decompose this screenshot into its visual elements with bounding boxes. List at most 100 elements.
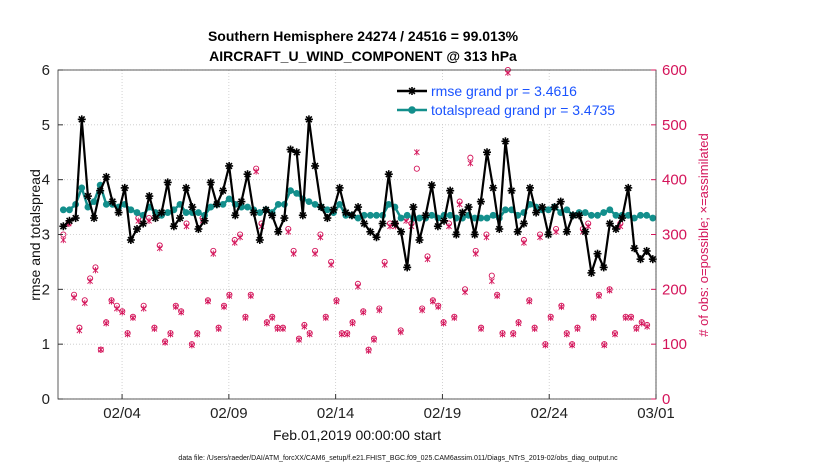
obs-assimilated-marker bbox=[644, 323, 651, 330]
obs-assimilated-marker bbox=[537, 234, 543, 241]
data-file-footnote: data file: /Users/raeder/DAI/ATM_forcXX/… bbox=[178, 455, 618, 462]
x-tick-label: 03/01 bbox=[637, 405, 675, 422]
obs-assimilated-marker bbox=[124, 331, 131, 338]
rmse-point bbox=[317, 203, 326, 212]
obs-assimilated-marker bbox=[242, 314, 249, 322]
rmse-point bbox=[397, 227, 406, 236]
obs-assimilated-marker bbox=[215, 325, 222, 333]
rmse-point bbox=[292, 148, 301, 157]
obs-assimilated-marker bbox=[76, 327, 83, 334]
totalspread-point bbox=[102, 200, 110, 208]
rmse-point bbox=[335, 183, 344, 192]
rmse-point bbox=[507, 186, 516, 195]
rmse-point bbox=[366, 227, 375, 236]
obs-assimilated-marker bbox=[108, 298, 115, 305]
totalspread-point bbox=[416, 214, 423, 222]
obs-assimilated-marker bbox=[628, 314, 634, 322]
rmse-point bbox=[525, 183, 534, 192]
rmse-point bbox=[188, 203, 197, 212]
totalspread-point bbox=[581, 209, 589, 216]
obs-assimilated-marker bbox=[162, 339, 169, 346]
obs-assimilated-marker bbox=[590, 314, 597, 322]
rmse-point bbox=[341, 208, 350, 217]
legend-rmse-star bbox=[408, 87, 416, 95]
totalspread-point bbox=[133, 209, 141, 216]
totalspread-point bbox=[630, 214, 638, 222]
rmse-point bbox=[114, 208, 123, 217]
rmse-point bbox=[268, 211, 277, 220]
y-left-tick-label: 3 bbox=[42, 227, 50, 244]
rmse-point bbox=[427, 181, 436, 190]
rmse-point bbox=[575, 211, 584, 220]
chart-title-line2: AIRCRAFT_U_WIND_COMPONENT @ 313 hPa bbox=[209, 48, 517, 64]
obs-assimilated-marker bbox=[274, 325, 281, 333]
rmse-point bbox=[483, 148, 492, 157]
rmse-point bbox=[587, 268, 596, 277]
rmse-point bbox=[550, 203, 559, 212]
obs-assimilated-marker bbox=[542, 342, 549, 349]
y-right-tick-label: 400 bbox=[662, 172, 687, 189]
obs-assimilated-marker bbox=[612, 331, 618, 338]
obs-assimilated-marker bbox=[119, 309, 126, 316]
totalspread-point bbox=[207, 203, 215, 211]
rmse-point bbox=[489, 183, 498, 192]
obs-assimilated-marker bbox=[387, 223, 393, 230]
rmse-point bbox=[440, 216, 449, 225]
obs-assimilated-marker bbox=[317, 234, 324, 241]
rmse-point bbox=[409, 203, 418, 212]
rmse-point bbox=[145, 192, 154, 201]
obs-assimilated-marker bbox=[247, 292, 254, 300]
rmse-point bbox=[243, 170, 252, 179]
totalspread-point bbox=[373, 211, 380, 219]
obs-assimilated-marker bbox=[429, 298, 436, 305]
obs-assimilated-marker bbox=[365, 347, 372, 354]
rmse-point bbox=[593, 249, 602, 258]
rmse-point bbox=[163, 178, 172, 187]
obs-assimilated-marker bbox=[322, 314, 329, 322]
rmse-point bbox=[71, 214, 80, 223]
obs-assimilated-marker bbox=[296, 336, 302, 343]
totalspread-point bbox=[502, 206, 509, 214]
rmse-point bbox=[642, 246, 651, 255]
rmse-point bbox=[133, 225, 142, 234]
obs-assimilated-marker bbox=[269, 314, 276, 322]
obs-assimilated-marker bbox=[194, 331, 201, 338]
rmse-point bbox=[194, 225, 203, 234]
rmse-point bbox=[298, 211, 307, 220]
rmse-point bbox=[452, 230, 461, 239]
rmse-point bbox=[261, 205, 270, 214]
rmse-point bbox=[151, 214, 160, 223]
obs-assimilated-marker bbox=[60, 236, 67, 244]
y-right-tick-label: 200 bbox=[662, 281, 687, 298]
totalspread-point bbox=[489, 211, 497, 219]
totalspread-point bbox=[127, 206, 135, 214]
rmse-point bbox=[83, 192, 92, 201]
rmse-point bbox=[599, 263, 608, 272]
y-right-tick-label: 600 bbox=[662, 62, 687, 79]
rmse-point bbox=[495, 225, 504, 234]
rmse-series bbox=[59, 115, 657, 277]
totalspread-point bbox=[256, 209, 264, 216]
obs-assimilated-marker bbox=[221, 303, 227, 311]
rmse-point bbox=[464, 203, 473, 212]
totalspread-point bbox=[606, 206, 614, 214]
rmse-point bbox=[65, 216, 74, 225]
totalspread-point bbox=[594, 211, 601, 219]
totalspread-point bbox=[366, 211, 374, 219]
y-right-tick-label: 500 bbox=[662, 117, 687, 134]
obs-assimilated-marker bbox=[97, 346, 104, 353]
rmse-point bbox=[519, 219, 528, 228]
legend-box bbox=[392, 80, 654, 124]
rmse-point bbox=[323, 214, 332, 223]
obs-assimilated-marker bbox=[381, 261, 388, 268]
obs-assimilated-marker bbox=[338, 331, 345, 338]
y-left-axis-ticks: 0 1 2 3 4 5 6 bbox=[42, 62, 63, 408]
obs-assimilated-marker bbox=[226, 292, 233, 300]
rmse-point bbox=[176, 214, 185, 223]
obs-assimilated-marker bbox=[354, 283, 361, 290]
rmse-point bbox=[476, 197, 485, 206]
rmse-point bbox=[513, 227, 522, 236]
totalspread-point bbox=[643, 211, 651, 219]
obs-assimilated-marker bbox=[451, 314, 458, 322]
